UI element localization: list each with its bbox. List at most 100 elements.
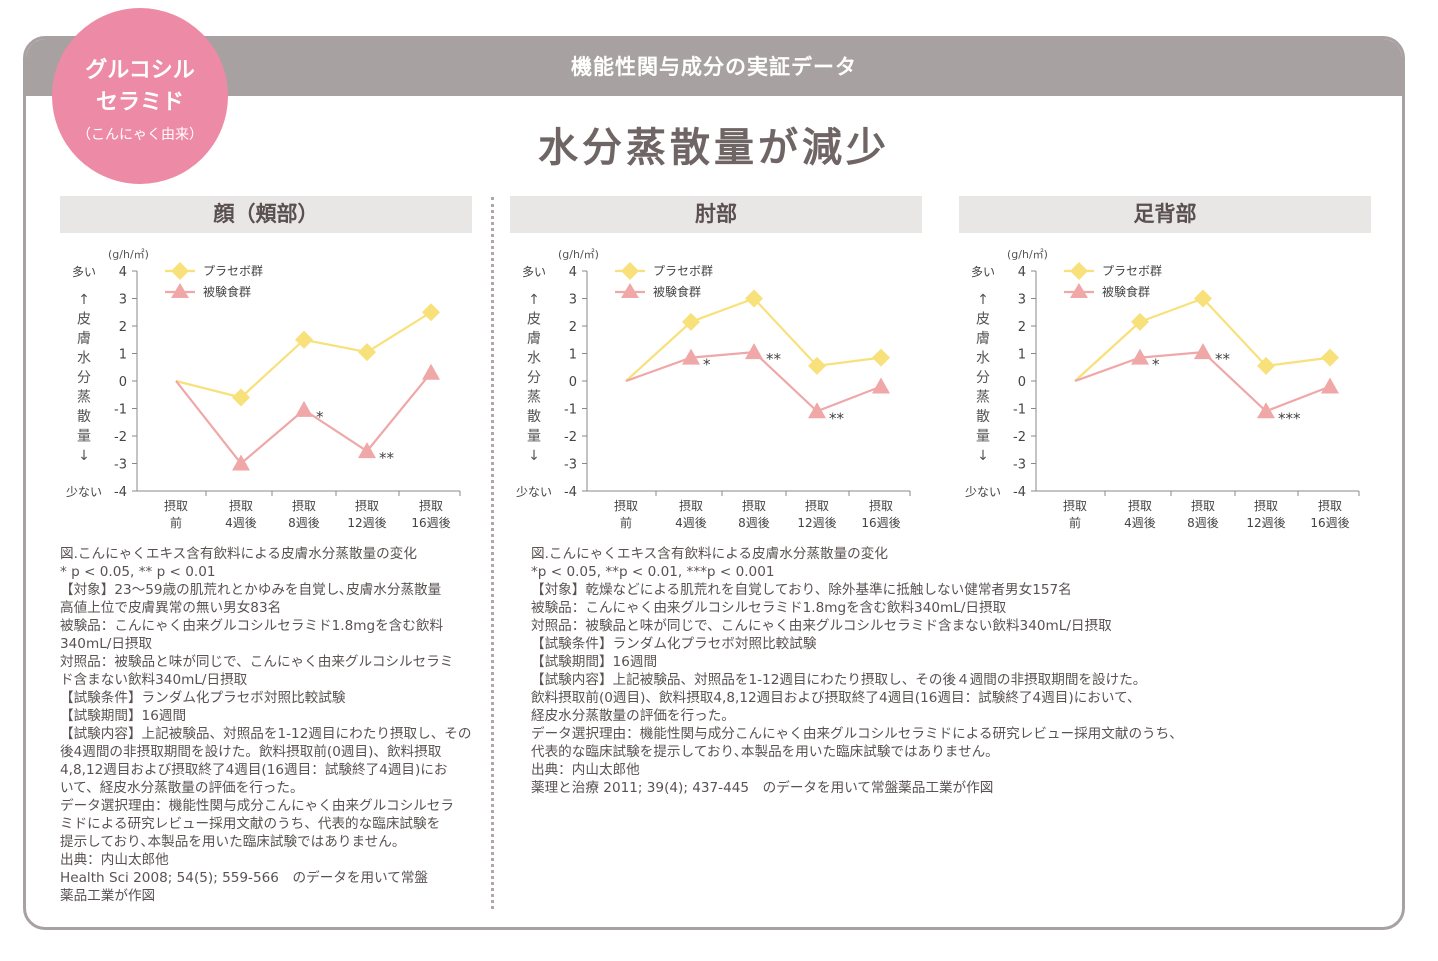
placebo-point bbox=[1131, 312, 1149, 331]
main-title: 水分蒸散量が減少 bbox=[538, 125, 890, 171]
significance-label: * bbox=[703, 356, 711, 374]
test-point bbox=[295, 400, 313, 417]
test-point bbox=[232, 454, 250, 471]
caption-line: データ選択理由：機能性関与成分こんにゃく由来グルコシルセラ bbox=[60, 798, 454, 814]
y-tick-label: -1 bbox=[114, 403, 127, 418]
significance-label: *** bbox=[1278, 409, 1301, 427]
y-tick-label: -3 bbox=[1013, 458, 1026, 473]
caption-line: ミドによる研究レビュー採用文献のうち、代表的な臨床試験を bbox=[60, 816, 441, 832]
legend-marker-test bbox=[1070, 283, 1088, 298]
legend-marker-placebo bbox=[621, 262, 639, 280]
legend-label-placebo: プラセボ群 bbox=[1102, 264, 1162, 278]
y-axis-label-char: 蒸 bbox=[527, 390, 541, 406]
x-tick-label: 摂取 bbox=[419, 498, 443, 513]
legend-marker-test bbox=[171, 283, 189, 298]
caption-line: Health Sci 2008; 54(5); 559-566 のデータを用いて… bbox=[60, 870, 429, 886]
caption-line: 【試験内容】上記被験品、対照品を1-12週目にわたり摂取し、その後４週間の非摂取… bbox=[531, 672, 1147, 688]
badge-line1: グルコシル bbox=[85, 58, 195, 83]
y-axis-label-char: 蒸 bbox=[976, 390, 990, 406]
caption-line: 被験品：こんにゃく由来グルコシルセラミド1.8mgを含む飲料 bbox=[60, 618, 444, 634]
legend-label-placebo: プラセボ群 bbox=[653, 264, 713, 278]
x-tick-label: 12週後 bbox=[797, 516, 836, 530]
y-tick-label: 1 bbox=[1018, 348, 1026, 363]
y-axis-label-char: ↓ bbox=[528, 448, 540, 464]
y-axis-label-char: ↑ bbox=[78, 292, 90, 308]
placebo-point bbox=[745, 289, 763, 308]
y-bottom-label: 少ない bbox=[965, 485, 1001, 499]
y-tick-label: 0 bbox=[1018, 375, 1026, 390]
y-axis-label-char: ↓ bbox=[78, 448, 90, 464]
unit-label: (g/h/㎡) bbox=[108, 248, 149, 261]
x-tick-label: 4週後 bbox=[1124, 516, 1156, 530]
x-tick-label: 摂取 bbox=[742, 498, 766, 513]
caption-line: 【試験期間】16週間 bbox=[60, 708, 187, 724]
x-tick-label: 摂取 bbox=[1318, 498, 1342, 513]
legend-label-test: 被験食群 bbox=[653, 284, 701, 299]
x-tick-label: 4週後 bbox=[675, 516, 707, 530]
y-tick-label: 2 bbox=[119, 320, 127, 335]
panel-title-face: 顔（頬部） bbox=[60, 196, 472, 233]
caption-line: 薬品工業が作図 bbox=[60, 888, 156, 904]
y-axis-label-char: ↓ bbox=[977, 448, 989, 464]
x-tick-label: 摂取 bbox=[292, 498, 316, 513]
x-tick-label: 前 bbox=[620, 515, 632, 530]
x-tick-label: 摂取 bbox=[1254, 498, 1278, 513]
y-tick-label: 4 bbox=[569, 265, 577, 280]
y-tick-label: -1 bbox=[1013, 403, 1026, 418]
caption-line: 被験品：こんにゃく由来グルコシルセラミド1.8mgを含む飲料340mL/日摂取 bbox=[531, 600, 1007, 616]
series-line-0 bbox=[175, 311, 432, 399]
chart-foot: (g/h/㎡) 4 3 2 1 0 -1 -2 -3 -4 摂取前 摂取 4週後 摂取 8週後 摂取 12週後 摂… bbox=[965, 248, 1360, 530]
caption-line: 代表的な臨床試験を提示しており､本製品を用いた臨床試験ではありません。 bbox=[531, 744, 999, 760]
badge-line2: セラミド bbox=[95, 90, 184, 115]
y-axis-label-char: 量 bbox=[976, 429, 990, 445]
placebo-point bbox=[232, 388, 250, 407]
chart-elbow: (g/h/㎡) 4 3 2 1 0 -1 -2 -3 -4 摂取前 摂取 4週後 摂取 8週後 摂取 12週後 摂… bbox=[516, 248, 911, 530]
caption-line: * p < 0.05, ** p < 0.01 bbox=[60, 564, 216, 580]
y-tick-label: 3 bbox=[1018, 293, 1026, 308]
x-tick-label: 16週後 bbox=[861, 516, 900, 530]
legend-label-placebo: プラセボ群 bbox=[203, 264, 263, 278]
placebo-point bbox=[422, 303, 440, 322]
x-tick-label: 摂取 bbox=[805, 498, 829, 513]
x-tick-label: 摂取 bbox=[614, 498, 638, 513]
y-axis-label-char: 水 bbox=[527, 351, 541, 367]
y-axis-label-char: 水 bbox=[976, 351, 990, 367]
significance-label: * bbox=[316, 408, 324, 426]
x-tick-label: 8週後 bbox=[288, 516, 320, 530]
caption-line: 【試験内容】上記被験品、対照品を1-12週目にわたり摂取し、その bbox=[60, 726, 472, 742]
panel-title-elbow: 肘部 bbox=[510, 196, 922, 233]
y-axis-label-char: 皮 bbox=[77, 312, 91, 328]
caption-line: 図.こんにゃくエキス含有飲料による皮膚水分蒸散量の変化 bbox=[531, 546, 888, 562]
y-tick-label: 2 bbox=[1018, 320, 1026, 335]
x-tick-label: 16週後 bbox=[1310, 516, 1349, 530]
caption-line: 出典：内山太郎他 bbox=[531, 762, 640, 778]
y-axis-label-char: ↑ bbox=[528, 292, 540, 308]
test-point bbox=[808, 402, 826, 419]
y-top-label: 多い bbox=[522, 265, 546, 279]
caption-line: ド含まない飲料340mL/日摂取 bbox=[60, 672, 248, 688]
y-bottom-label: 少ない bbox=[66, 485, 102, 499]
caption-line: 経皮水分蒸散量の評価を行った。 bbox=[531, 708, 735, 724]
y-tick-label: 2 bbox=[569, 320, 577, 335]
y-axis-label-char: 蒸 bbox=[77, 390, 91, 406]
y-axis-label-char: 皮 bbox=[976, 312, 990, 328]
placebo-point bbox=[1321, 348, 1339, 367]
y-tick-label: 1 bbox=[119, 348, 127, 363]
x-tick-label: 8週後 bbox=[1187, 516, 1219, 530]
y-axis-label-char: 量 bbox=[527, 429, 541, 445]
x-tick-label: 摂取 bbox=[1191, 498, 1215, 513]
y-axis-label-char: 分 bbox=[976, 370, 990, 386]
placebo-point bbox=[295, 330, 313, 349]
y-tick-label: -3 bbox=[114, 458, 127, 473]
placebo-point bbox=[808, 356, 826, 375]
placebo-point bbox=[1194, 289, 1212, 308]
x-tick-label: 摂取 bbox=[1063, 498, 1087, 513]
y-tick-label: -4 bbox=[1013, 485, 1026, 500]
y-tick-label: 4 bbox=[1018, 265, 1026, 280]
caption-line: 【試験条件】ランダム化プラセボ対照比較試験 bbox=[60, 690, 346, 706]
y-tick-label: -4 bbox=[114, 485, 127, 500]
caption-line: 図.こんにゃくエキス含有飲料による皮膚水分蒸散量の変化 bbox=[60, 546, 417, 562]
caption-line: 提示しており､本製品を用いた臨床試験ではありません。 bbox=[60, 834, 406, 850]
panel-divider bbox=[491, 197, 494, 909]
x-tick-label: 前 bbox=[170, 515, 182, 530]
